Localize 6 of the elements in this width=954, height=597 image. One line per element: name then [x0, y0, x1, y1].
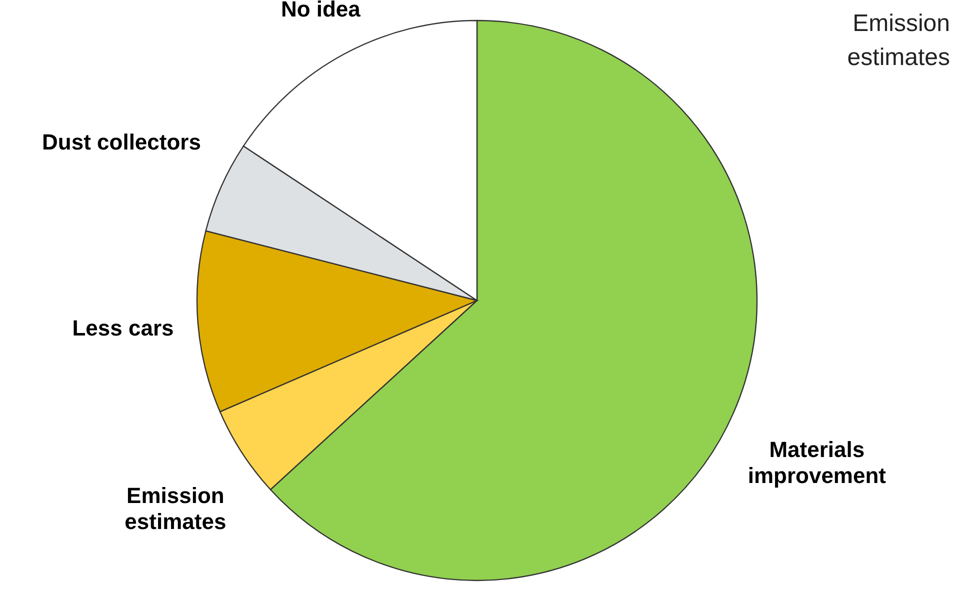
text: Emission estimates: [847, 10, 950, 71]
slice-label: No idea: [280, 0, 362, 22]
slice-label: Less cars: [72, 315, 174, 340]
slice-label: Emission estimates: [124, 482, 226, 534]
slice-label: Materials improvement: [748, 437, 887, 488]
slice-label: Dust collectors: [42, 130, 201, 155]
